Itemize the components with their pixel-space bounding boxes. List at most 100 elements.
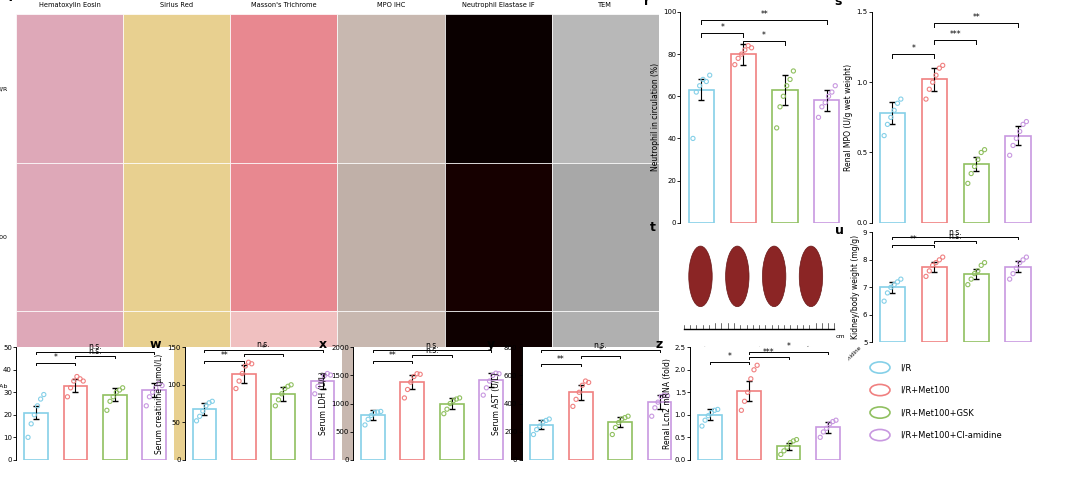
Text: I/R+Met100+Ab: I/R+Met100+Ab [0, 383, 8, 388]
Point [442, 399, 459, 407]
Point [1004, 142, 1022, 149]
Point [820, 92, 837, 100]
Text: y: y [487, 338, 495, 351]
Text: w: w [150, 338, 162, 351]
Point [917, 95, 934, 103]
Text: 200μm: 200μm [369, 447, 389, 452]
Point [732, 407, 750, 414]
Bar [230, 14, 337, 163]
Text: *: * [728, 352, 731, 361]
Point [966, 163, 983, 171]
Text: TEM: TEM [598, 2, 612, 9]
Point [643, 412, 660, 420]
Point [710, 406, 727, 413]
Point [26, 411, 43, 419]
Point [402, 378, 419, 386]
Point [931, 256, 948, 264]
Point [617, 414, 634, 422]
Point [976, 259, 994, 266]
Point [102, 398, 119, 405]
Point [188, 417, 205, 425]
Point [363, 411, 380, 419]
Bar [103, 395, 126, 460]
Point [694, 76, 712, 83]
Bar [337, 14, 445, 163]
Text: I/R+Met100+Cl-amidine: I/R+Met100+Cl-amidine [900, 431, 1002, 440]
Bar [730, 54, 756, 223]
Ellipse shape [799, 246, 823, 307]
Point [356, 421, 374, 429]
Point [739, 388, 756, 396]
Bar [337, 163, 445, 311]
Text: **: ** [220, 351, 228, 360]
Bar [230, 163, 337, 311]
Text: n.s.: n.s. [948, 228, 962, 237]
Point [144, 388, 161, 396]
Point [779, 444, 796, 451]
Point [68, 373, 85, 380]
Point [889, 278, 906, 285]
Point [137, 402, 154, 410]
Bar [401, 382, 424, 460]
Point [882, 284, 900, 291]
Bar [922, 267, 947, 342]
Point [194, 407, 212, 415]
Point [774, 92, 792, 100]
Point [613, 415, 631, 423]
Point [879, 289, 896, 297]
Point [360, 415, 377, 423]
Bar [440, 403, 463, 460]
Point [620, 412, 637, 420]
Text: n.s.: n.s. [89, 347, 102, 356]
Point [818, 424, 835, 432]
Y-axis label: Renal MPO (U/g wet weight): Renal MPO (U/g wet weight) [845, 64, 853, 171]
Text: *: * [598, 346, 603, 355]
Point [886, 281, 903, 288]
Bar [16, 163, 123, 311]
Point [573, 381, 591, 389]
Text: I/R: I/R [900, 363, 912, 372]
Point [267, 402, 284, 410]
Point [309, 382, 326, 390]
Point [484, 372, 501, 379]
Point [748, 362, 766, 369]
Circle shape [870, 430, 890, 441]
Point [745, 366, 762, 374]
Point [474, 391, 491, 399]
Point [481, 377, 498, 385]
Point [782, 439, 799, 446]
Point [969, 156, 986, 163]
Text: *: * [720, 23, 725, 32]
Text: **: ** [972, 13, 980, 22]
Point [1008, 264, 1025, 272]
Bar [689, 90, 714, 223]
Bar [192, 409, 216, 460]
Point [1008, 135, 1025, 142]
Text: MPO IHC: MPO IHC [377, 2, 405, 9]
Bar [963, 274, 989, 342]
Point [1017, 118, 1035, 125]
Point [811, 433, 828, 441]
Text: s: s [835, 0, 842, 8]
Text: u: u [835, 224, 843, 237]
Text: Masson's Trichrome: Masson's Trichrome [252, 2, 316, 9]
Point [204, 398, 221, 405]
Point [395, 394, 413, 402]
Point [1011, 259, 1028, 266]
Point [768, 124, 785, 132]
Text: I/R: I/R [0, 86, 8, 91]
Point [71, 375, 89, 383]
Point [227, 385, 244, 392]
Y-axis label: Kidney/body weight (mg/g): Kidney/body weight (mg/g) [851, 235, 860, 340]
Bar [552, 311, 659, 460]
Bar [816, 427, 840, 460]
Point [147, 384, 164, 392]
Bar [123, 14, 230, 163]
Text: z: z [656, 338, 663, 351]
Point [36, 391, 53, 399]
Text: n.s.: n.s. [257, 340, 270, 349]
Point [477, 384, 495, 392]
Point [920, 85, 937, 93]
Point [230, 377, 247, 385]
Point [399, 386, 416, 393]
